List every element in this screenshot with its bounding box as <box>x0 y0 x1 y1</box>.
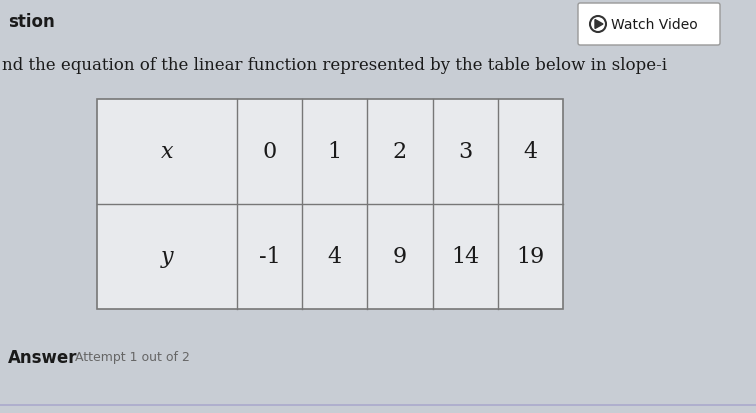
Text: 19: 19 <box>516 246 544 268</box>
Text: y: y <box>161 246 173 268</box>
Text: 4: 4 <box>523 141 538 163</box>
Bar <box>97 100 563 309</box>
Text: 3: 3 <box>458 141 472 163</box>
Text: 14: 14 <box>451 246 479 268</box>
FancyBboxPatch shape <box>578 4 720 46</box>
Text: Attempt 1 out of 2: Attempt 1 out of 2 <box>75 351 190 363</box>
Text: 2: 2 <box>393 141 407 163</box>
Bar <box>97 100 563 309</box>
Text: 4: 4 <box>328 246 342 268</box>
Text: nd the equation of the linear function represented by the table below in slope-i: nd the equation of the linear function r… <box>2 57 667 74</box>
Text: 9: 9 <box>393 246 407 268</box>
Polygon shape <box>595 21 603 29</box>
Text: stion: stion <box>8 13 54 31</box>
Text: x: x <box>161 141 173 163</box>
Text: Answer: Answer <box>8 348 78 366</box>
Text: Watch Video: Watch Video <box>611 18 698 32</box>
Text: 0: 0 <box>262 141 277 163</box>
Text: -1: -1 <box>259 246 280 268</box>
Text: 1: 1 <box>328 141 342 163</box>
